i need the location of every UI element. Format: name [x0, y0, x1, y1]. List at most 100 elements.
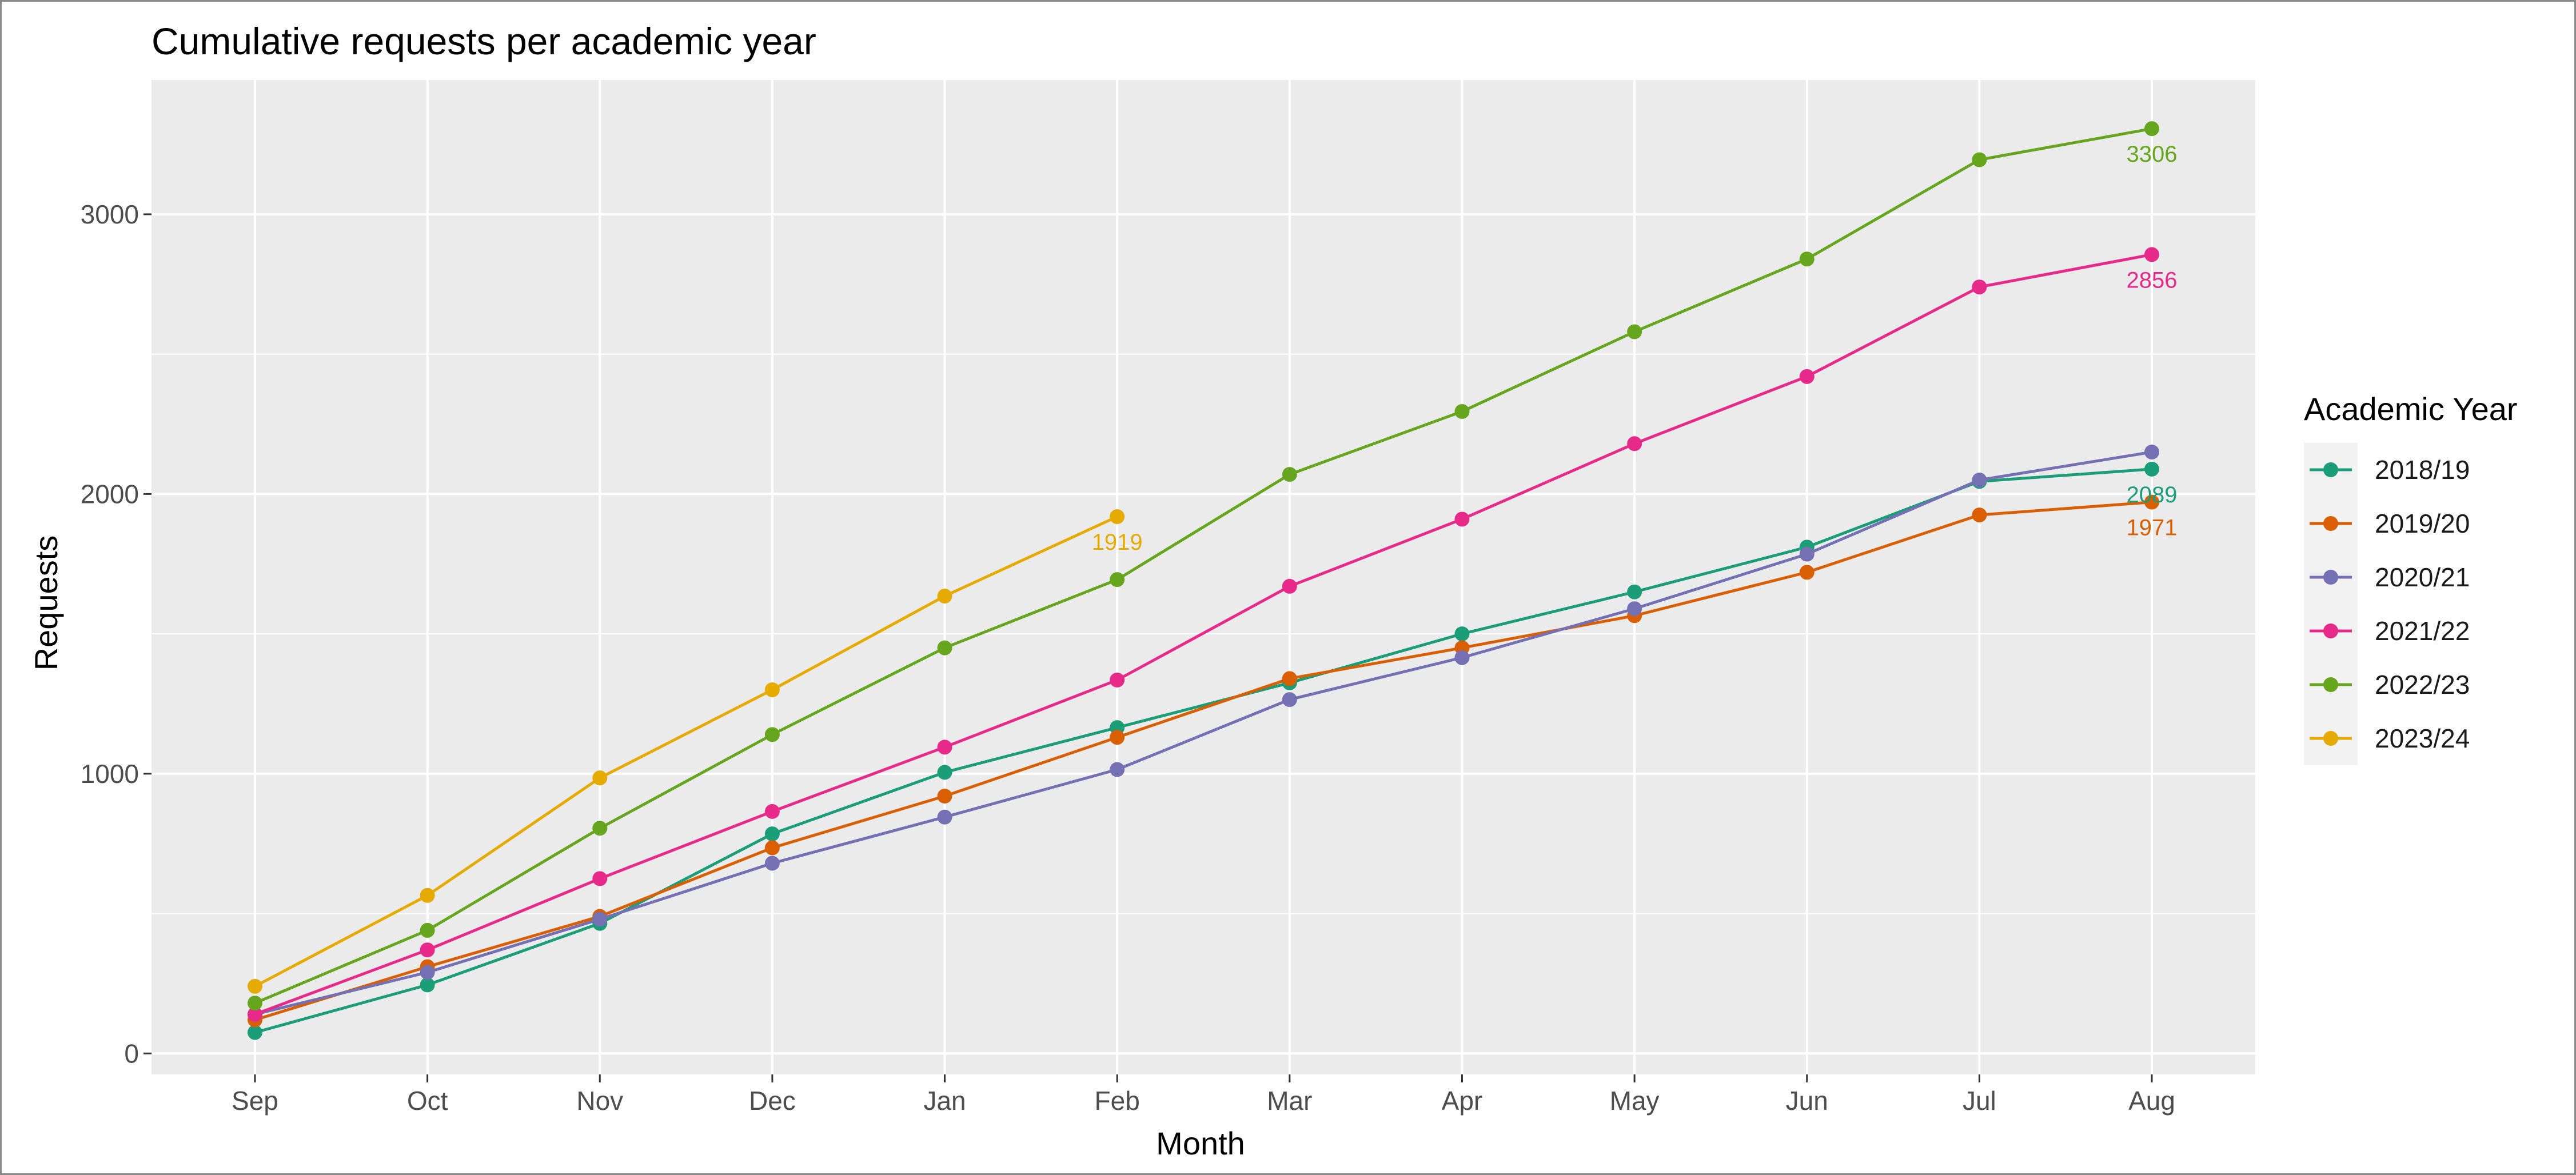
x-axis-ticks: Sep Oct Nov Dec Jan Feb Mar Apr May Jun Jul Aug [232, 1074, 2175, 1116]
legend-item: 2023/24 [2304, 712, 2470, 765]
data-point [1282, 671, 1297, 686]
data-point [247, 978, 262, 994]
data-point [1627, 601, 1642, 617]
data-point [1110, 762, 1125, 777]
data-point [1627, 584, 1642, 600]
legend-label: 2022/23 [2375, 670, 2470, 700]
data-point [2144, 461, 2160, 477]
series-line [254, 515, 1118, 988]
data-point [1972, 472, 1987, 487]
x-tick-label: Jun [1786, 1086, 1828, 1116]
legend-key-point [2323, 731, 2338, 746]
x-axis-title: Month [1156, 1125, 1245, 1161]
legend-item: 2021/22 [2304, 604, 2470, 658]
data-point [592, 821, 608, 836]
end-value-label: 1971 [2127, 515, 2178, 541]
series-line [254, 127, 2152, 1005]
data-point [1972, 152, 1987, 167]
x-tick-label: Aug [2128, 1086, 2175, 1116]
legend-key-point [2323, 677, 2338, 692]
end-value-label: 2089 [2127, 482, 2178, 507]
x-tick-label: Feb [1095, 1086, 1140, 1116]
legend-label: 2021/22 [2375, 616, 2470, 646]
data-point [937, 589, 952, 604]
y-tick-label: 2000 [81, 479, 139, 509]
x-tick-label: May [1610, 1086, 1660, 1116]
x-tick-label: Apr [1442, 1086, 1483, 1116]
data-point [764, 826, 780, 842]
data-point [764, 840, 780, 856]
data-point [420, 965, 435, 980]
grid-lines [151, 80, 2255, 1074]
data-point [1454, 650, 1470, 665]
x-tick-label: Sep [232, 1086, 278, 1116]
data-point [1454, 511, 1470, 527]
legend-label: 2023/24 [2375, 724, 2470, 753]
data-point [937, 765, 952, 780]
data-point [1110, 572, 1125, 588]
x-tick-label: Nov [576, 1086, 623, 1116]
series-line [254, 467, 2152, 1034]
data-point [764, 804, 780, 819]
data-point [592, 871, 608, 886]
data-point [1799, 565, 1815, 580]
legend-key-point [2323, 570, 2338, 585]
data-point [1799, 369, 1815, 384]
legend-title: Academic Year [2304, 391, 2518, 427]
data-point [420, 977, 435, 993]
legend-label: 2018/19 [2375, 455, 2470, 485]
data-point [1454, 404, 1470, 419]
data-point [592, 770, 608, 786]
series-2021-22 [247, 247, 2160, 1022]
legend-key-point [2323, 516, 2338, 531]
end-value-label: 3306 [2127, 142, 2178, 167]
plot-panel [151, 80, 2255, 1074]
series-lines [247, 121, 2160, 1040]
y-tick-label: 3000 [81, 199, 139, 229]
data-point [937, 809, 952, 825]
legend-items: 2018/19 2019/20 2020/21 2021/22 2022/23 2023/… [2304, 443, 2470, 765]
data-point [1627, 436, 1642, 451]
legend-item: 2020/21 [2304, 550, 2470, 604]
series-2023-24 [247, 509, 1125, 994]
legend-item: 2022/23 [2304, 658, 2470, 712]
legend-key-point [2323, 462, 2338, 477]
data-point [247, 996, 262, 1011]
data-point [1110, 672, 1125, 688]
x-tick-label: Mar [1267, 1086, 1312, 1116]
data-point [420, 942, 435, 958]
data-point [420, 922, 435, 938]
series-2022-23 [247, 121, 2160, 1011]
data-point [1110, 730, 1125, 745]
chart-title: Cumulative requests per academic year [151, 20, 816, 62]
legend: Academic Year 2018/19 2019/20 2020/21 2021/… [2304, 391, 2518, 765]
y-tick-label: 1000 [81, 759, 139, 789]
end-value-label: 1919 [1092, 530, 1143, 555]
data-point [247, 1025, 262, 1040]
data-point [1282, 467, 1297, 482]
data-point [1972, 507, 1987, 523]
data-point [764, 727, 780, 742]
legend-item: 2019/20 [2304, 497, 2470, 550]
data-point [2144, 494, 2160, 510]
series-line [254, 501, 2152, 1021]
data-point [1972, 279, 1987, 295]
data-point [592, 912, 608, 927]
series-line [254, 253, 2152, 1016]
legend-label: 2020/21 [2375, 562, 2470, 592]
x-tick-label: Jul [1963, 1086, 1996, 1116]
data-point [764, 682, 780, 698]
data-point [1799, 251, 1815, 267]
data-point [1110, 509, 1125, 525]
y-tick-label: 0 [124, 1038, 139, 1068]
data-point [764, 856, 780, 871]
y-axis-ticks: 0 1000 2000 3000 [81, 199, 151, 1068]
data-point [1282, 578, 1297, 594]
legend-item: 2018/19 [2304, 443, 2470, 497]
data-point [937, 740, 952, 755]
data-point [2144, 121, 2160, 137]
data-point [1454, 626, 1470, 642]
end-labels: 2089 1971 2856 3306 1919 [1092, 142, 2178, 555]
data-point [2144, 247, 2160, 262]
